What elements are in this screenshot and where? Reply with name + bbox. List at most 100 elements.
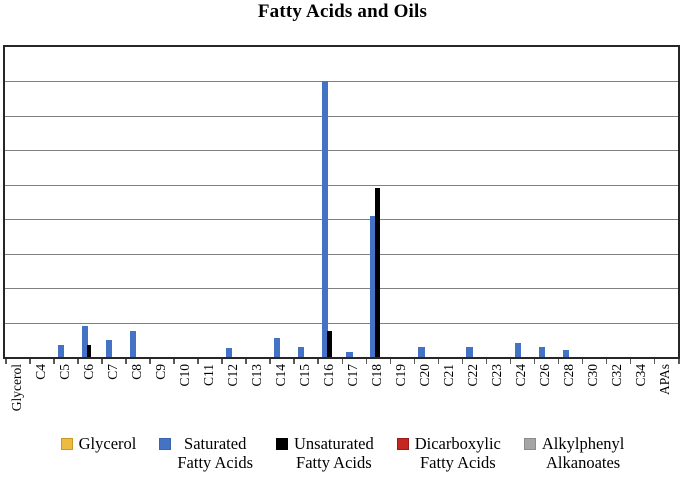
x-tick	[605, 359, 608, 364]
x-tick	[149, 359, 151, 364]
x-label-c18: C18	[369, 364, 385, 387]
x-label-c32: C32	[609, 364, 625, 387]
gridline	[5, 150, 678, 152]
x-label-c26: C26	[537, 364, 553, 387]
bar-c6-saturated-fatty-acids	[81, 326, 89, 357]
x-tick	[533, 359, 536, 364]
gridline	[5, 219, 678, 221]
x-tick	[461, 359, 464, 364]
x-tick	[653, 359, 656, 364]
x-label-c17: C17	[345, 364, 361, 387]
x-label-c10: C10	[176, 364, 192, 387]
x-tick	[678, 359, 680, 364]
x-label-c28: C28	[561, 364, 577, 387]
legend-swatch-icon	[396, 438, 409, 450]
gridline	[5, 115, 678, 117]
chart-title: Fatty Acids and Oils	[257, 1, 428, 22]
bar-c24-saturated-fatty-acids	[514, 343, 521, 357]
x-label-c15: C15	[296, 364, 312, 387]
x-tick	[365, 359, 368, 364]
x-label-c8: C8	[128, 364, 144, 380]
x-label-c13: C13	[248, 364, 264, 387]
legend-label: Unsaturated Fatty Acids	[294, 434, 374, 472]
gridline	[5, 253, 678, 255]
legend-swatch-icon	[159, 438, 172, 450]
x-tick	[197, 359, 199, 364]
x-label-c20: C20	[417, 364, 433, 387]
x-label-c19: C19	[393, 364, 409, 387]
x-tick	[5, 359, 7, 364]
plot-area	[3, 45, 680, 359]
x-tick	[29, 359, 31, 364]
x-tick	[413, 359, 416, 364]
legend-swatch-icon	[276, 438, 288, 450]
gridline	[5, 322, 678, 324]
legend-item-alkylphenyl-alkanoates: Alkylphenyl Alkanoates	[523, 434, 624, 472]
x-tick	[557, 359, 560, 364]
x-label-c4: C4	[32, 364, 48, 380]
x-tick	[317, 359, 319, 364]
x-tick	[437, 359, 440, 364]
x-tick	[293, 359, 295, 364]
x-tick	[221, 359, 223, 364]
x-tick	[77, 359, 79, 364]
x-tick	[53, 359, 55, 364]
bar-c16-saturated-fatty-acids	[322, 81, 329, 357]
x-axis-ticks	[3, 359, 680, 366]
x-label-c30: C30	[585, 364, 601, 387]
x-label-c11: C11	[200, 364, 216, 387]
x-label-c5: C5	[56, 364, 72, 380]
bar-c14-saturated-fatty-acids	[274, 338, 281, 357]
x-label-c12: C12	[224, 364, 240, 387]
bar-c17-saturated-fatty-acids	[346, 351, 353, 357]
legend-item-dicarboxylic-fatty-acids: Dicarboxylic Fatty Acids	[396, 434, 501, 472]
bar-c15-saturated-fatty-acids	[298, 346, 305, 357]
x-tick	[173, 359, 175, 364]
legend-item-glycerol: Glycerol	[60, 434, 137, 453]
x-tick	[341, 359, 343, 364]
x-tick	[269, 359, 271, 364]
x-label-apas: APAs	[657, 364, 673, 396]
x-label-c24: C24	[513, 364, 529, 387]
x-tick	[485, 359, 488, 364]
bar-c22-saturated-fatty-acids	[466, 346, 473, 357]
x-tick	[389, 359, 392, 364]
legend-label: Saturated Fatty Acids	[177, 434, 253, 472]
x-tick	[125, 359, 127, 364]
bar-c26-saturated-fatty-acids	[538, 346, 545, 357]
bar-c8-saturated-fatty-acids	[129, 331, 137, 357]
legend: Glycerol Saturated Fatty Acids Unsaturated F…	[0, 434, 685, 472]
x-label-c34: C34	[633, 364, 649, 387]
x-tick	[245, 359, 247, 364]
bar-c28-saturated-fatty-acids	[562, 350, 569, 357]
x-tick	[581, 359, 584, 364]
legend-label: Glycerol	[78, 434, 137, 453]
x-label-c21: C21	[441, 364, 457, 387]
legend-swatch-icon	[60, 438, 73, 450]
legend-item-unsaturated-fatty-acids: Unsaturated Fatty Acids	[276, 434, 374, 472]
bar-c12-saturated-fatty-acids	[226, 348, 233, 357]
x-axis-labels: Glycerol C4 C5 C6 C7 C8 C9 C10 C11 C12 C13 C14 C15 C1…	[3, 364, 680, 426]
x-label-c6: C6	[80, 364, 96, 380]
legend-label: Dicarboxylic Fatty Acids	[414, 434, 501, 472]
x-label-c22: C22	[465, 364, 481, 387]
x-label-c7: C7	[104, 364, 120, 380]
gridline	[5, 288, 678, 290]
bar-c20-saturated-fatty-acids	[418, 346, 425, 357]
bar-c5-saturated-fatty-acids	[57, 344, 65, 357]
x-label-c14: C14	[272, 364, 288, 387]
bar-c16-unsaturated-fatty-acids	[327, 331, 332, 357]
x-label-glycerol: Glycerol	[8, 364, 24, 412]
bar-c18-unsaturated-fatty-acids	[375, 188, 380, 357]
x-label-c16: C16	[320, 364, 336, 387]
gridline	[5, 184, 678, 186]
bar-c7-saturated-fatty-acids	[105, 339, 113, 357]
gridline	[5, 81, 678, 83]
x-tick	[101, 359, 103, 364]
legend-swatch-icon	[523, 438, 536, 450]
bar-c18-saturated-fatty-acids	[370, 215, 377, 357]
x-tick	[509, 359, 512, 364]
x-label-c23: C23	[489, 364, 505, 387]
x-tick	[629, 359, 632, 364]
legend-item-saturated-fatty-acids: Saturated Fatty Acids	[159, 434, 253, 472]
